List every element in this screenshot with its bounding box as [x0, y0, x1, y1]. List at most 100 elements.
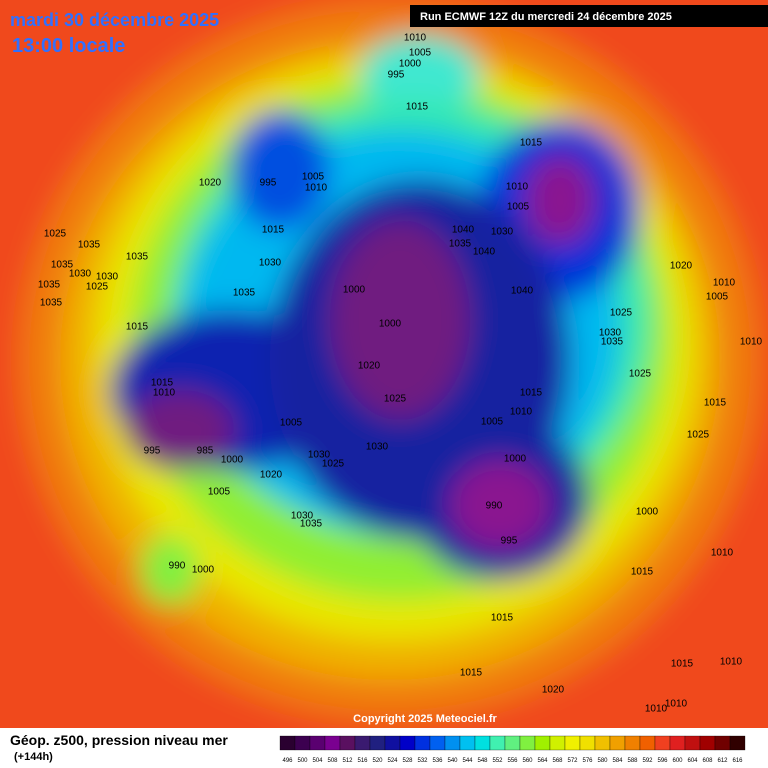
- scale-swatch: [324, 735, 341, 751]
- isobar-label: 1030: [291, 511, 314, 522]
- isobar-label: 1015: [151, 378, 174, 389]
- isobar-label: 1020: [199, 178, 222, 189]
- isobar-label: 1035: [233, 288, 256, 299]
- isobar-label: 1000: [504, 454, 527, 465]
- isobar-label: 1010: [720, 657, 743, 668]
- isobar-label: 1000: [343, 285, 366, 296]
- isobar-label: 1010: [665, 699, 688, 710]
- scale-label: 588: [627, 758, 638, 764]
- scale-label: 552: [492, 758, 503, 764]
- isobar-label: 1035: [78, 240, 101, 251]
- scale-swatch: [504, 735, 521, 751]
- scale-label: 616: [732, 758, 743, 764]
- scale-label: 524: [387, 758, 398, 764]
- isobar-label: 1030: [366, 442, 389, 453]
- isobar-label: 1015: [460, 668, 483, 679]
- scale-swatch: [579, 735, 596, 751]
- scale-label: 520: [372, 758, 383, 764]
- scale-swatch: [414, 735, 431, 751]
- scale-label: 508: [327, 758, 338, 764]
- scale-label: 560: [522, 758, 533, 764]
- isobar-label: 1015: [406, 102, 429, 113]
- scale-label: 532: [417, 758, 428, 764]
- isobar-label: 1025: [384, 394, 407, 405]
- isobar-label: 1015: [704, 398, 727, 409]
- isobar-label: 1040: [511, 286, 534, 297]
- date: mardi 30 décembre 2025: [10, 10, 219, 30]
- scale-label: 584: [612, 758, 623, 764]
- run-text: Run ECMWF 12Z du mercredi 24 décembre 20…: [420, 11, 672, 23]
- isobar-label: 1030: [308, 450, 331, 461]
- isobar-label: 1015: [671, 659, 694, 670]
- isobar-label: 1010: [713, 278, 736, 289]
- isobar-label: 1035: [38, 280, 61, 291]
- scale-label: 556: [507, 758, 518, 764]
- isobar-label: 1025: [86, 282, 109, 293]
- isobar-label: 1015: [126, 322, 149, 333]
- scale-label: 600: [672, 758, 683, 764]
- isobar-label: 1005: [208, 487, 231, 498]
- scale-swatch: [489, 735, 506, 751]
- isobar-label: 1035: [126, 252, 149, 263]
- scale-swatch: [699, 735, 716, 751]
- isobar-label: 1000: [221, 455, 244, 466]
- scale-swatch: [714, 735, 731, 751]
- scale-label: 612: [717, 758, 728, 764]
- isobar-label: 1005: [409, 48, 432, 59]
- scale-label: 548: [477, 758, 488, 764]
- isobar-label: 1020: [542, 685, 565, 696]
- scale-swatch: [639, 735, 656, 751]
- isobar-label: 1030: [599, 328, 622, 339]
- scale-label: 608: [702, 758, 713, 764]
- isobar-label: 1020: [358, 361, 381, 372]
- scale-swatch: [429, 735, 446, 751]
- scale-swatch: [729, 735, 746, 751]
- scale-swatch: [654, 735, 671, 751]
- isobar-label: 1000: [399, 59, 422, 70]
- scale-swatch: [564, 735, 581, 751]
- isobar-label: 1035: [40, 298, 63, 309]
- isobar-label: 1020: [670, 261, 693, 272]
- isobar-label: 1030: [259, 258, 282, 269]
- scale-label: 500: [297, 758, 308, 764]
- isobar-label: 1015: [520, 138, 543, 149]
- isobar-label: 1005: [706, 292, 729, 303]
- isobar-label: 1025: [610, 308, 633, 319]
- scale-label: 592: [642, 758, 653, 764]
- isobar-label: 1000: [636, 507, 659, 518]
- scale-label: 528: [402, 758, 413, 764]
- scale-label: 604: [687, 758, 698, 764]
- isobar-label: 985: [197, 446, 214, 457]
- scale-swatch: [309, 735, 326, 751]
- isobar-label: 995: [260, 178, 277, 189]
- isobar-label: 1005: [481, 417, 504, 428]
- isobar-label: 1035: [601, 337, 624, 348]
- scale-swatch: [399, 735, 416, 751]
- isobar-label: 995: [501, 536, 518, 547]
- scale-label: 540: [447, 758, 458, 764]
- isobar-label: 1035: [449, 239, 472, 250]
- isobar-label: 1020: [260, 470, 283, 481]
- isobar-label: 1030: [69, 269, 92, 280]
- scale-label: 576: [582, 758, 593, 764]
- scale-label: 516: [357, 758, 368, 764]
- scale-label: 496: [282, 758, 293, 764]
- scale-swatch: [669, 735, 686, 751]
- scale-label: 512: [342, 758, 353, 764]
- scale-label: 544: [462, 758, 473, 764]
- scale-swatch: [519, 735, 536, 751]
- isobar-label: 1015: [262, 225, 285, 236]
- scale-swatch: [369, 735, 386, 751]
- scale-swatch: [549, 735, 566, 751]
- isobar-label: 1010: [404, 33, 427, 44]
- scale-swatch: [294, 735, 311, 751]
- scale-label: 572: [567, 758, 578, 764]
- lead-time: (+144h): [14, 751, 53, 763]
- isobar-label: 1015: [520, 388, 543, 399]
- scale-swatch: [534, 735, 551, 751]
- scale-swatch: [459, 735, 476, 751]
- scale-label: 504: [312, 758, 323, 764]
- scale-label: 596: [657, 758, 668, 764]
